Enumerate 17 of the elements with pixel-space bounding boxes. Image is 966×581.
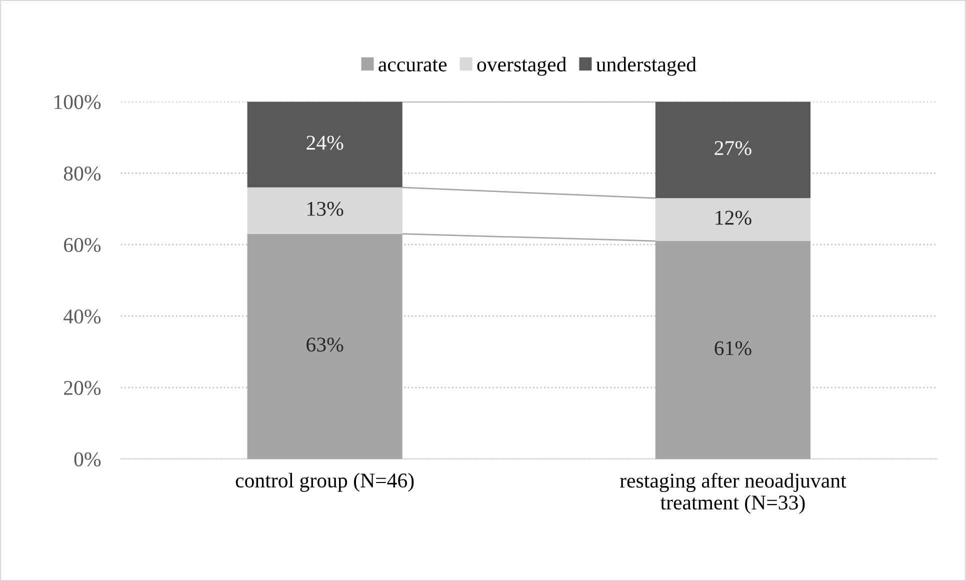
data-label: 12%: [716, 210, 752, 225]
legend-label: understaged: [596, 56, 696, 76]
y-tick-label: 100%: [54, 95, 101, 110]
legend-label: accurate: [378, 60, 447, 72]
data-label: 24%: [306, 136, 344, 150]
legend-label: overstaged: [477, 56, 566, 76]
x-tick-label: restaging after neoadjuvant treatment (N=33): [620, 472, 846, 514]
data-label: 63%: [306, 338, 344, 352]
data-label: 61%: [714, 341, 752, 356]
x-tick-label: control group (N=46): [236, 472, 414, 492]
y-tick-label: 60%: [64, 238, 101, 252]
data-label: 27%: [714, 141, 752, 156]
y-tick-label: 20%: [64, 380, 101, 396]
y-tick-label: 80%: [64, 166, 101, 181]
y-tick-label: 40%: [64, 309, 101, 324]
y-tick-label: 0%: [74, 452, 101, 466]
data-label: 13%: [308, 202, 344, 216]
